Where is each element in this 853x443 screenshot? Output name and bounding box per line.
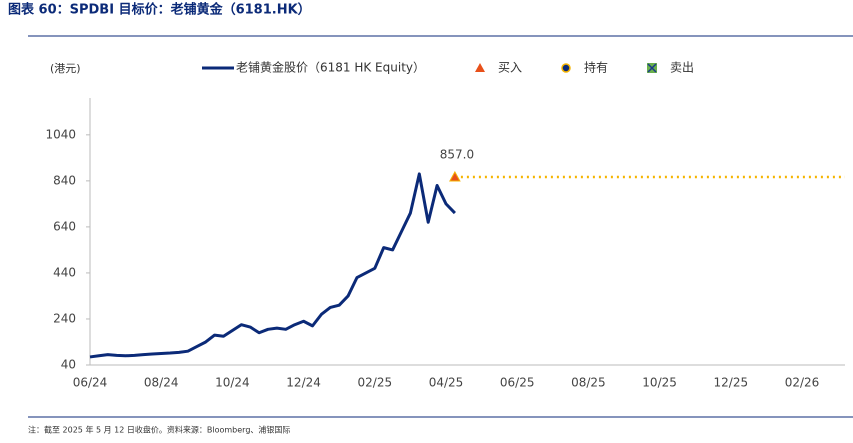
y-tick-label: 440 — [53, 265, 76, 279]
legend-sell-x — [647, 63, 657, 73]
x-tick-label: 02/26 — [785, 376, 820, 390]
legend-hold — [561, 63, 571, 73]
x-tick-label: 06/24 — [73, 376, 108, 390]
y-tick-label: 240 — [53, 311, 76, 325]
y-tick-label: 840 — [53, 173, 76, 187]
target-label: 857.0 — [440, 147, 474, 161]
legend-label: 老铺黄金股价（6181 HK Equity） — [236, 60, 425, 75]
x-tick-label: 10/24 — [215, 376, 250, 390]
y-tick-label: 1040 — [45, 127, 76, 141]
x-tick-label: 12/25 — [714, 376, 749, 390]
y-axis-label: (港元) — [50, 62, 81, 75]
price-line — [89, 172, 456, 359]
footnote: 注：截至 2025 年 5 月 12 日收盘价。资料来源：Bloomberg、浦… — [28, 425, 290, 435]
buy-marker — [449, 170, 461, 182]
legend-buy — [475, 63, 485, 72]
x-tick-label: 08/25 — [571, 376, 606, 390]
y-tick-label: 640 — [53, 219, 76, 233]
x-tick-label: 10/25 — [642, 376, 677, 390]
chart-title: 图表 60：SPDBI 目标价：老铺黄金（6181.HK） — [8, 2, 311, 18]
legend-label: 买入 — [498, 61, 522, 75]
legend-label: 卖出 — [670, 61, 694, 75]
x-tick-label: 02/25 — [358, 376, 393, 390]
x-tick-label: 06/25 — [500, 376, 535, 390]
x-tick-label: 04/25 — [429, 376, 464, 390]
legend-label: 持有 — [584, 60, 608, 75]
x-tick-label: 08/24 — [144, 376, 179, 390]
y-tick-label: 40 — [61, 358, 76, 372]
x-tick-label: 12/24 — [286, 376, 321, 390]
